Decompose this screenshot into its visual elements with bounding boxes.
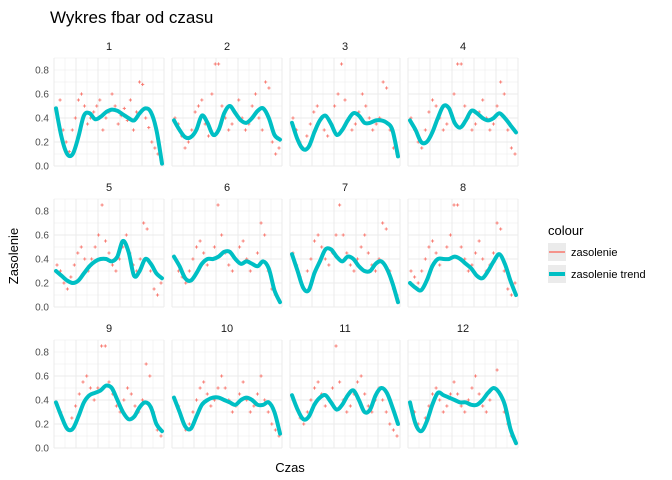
y-axis-label: Zasolenie: [6, 228, 21, 284]
y-tick-label: 0.6: [35, 90, 49, 101]
facet-panels: 1 0.0 0.2 0.4 0.6 0.8 2 3 4 5 0.0 0.2 0.4 0.6 0.8 6 7 8 9 0…: [35, 41, 519, 455]
facet-strip-label: 4: [460, 41, 466, 53]
facet-panel-3: 3: [289, 41, 401, 167]
facet-strip-label: 7: [342, 182, 348, 194]
chart-title: Wykres fbar od czasu: [50, 8, 213, 27]
trend-line: [290, 385, 400, 426]
facet-strip-label: 2: [224, 41, 230, 53]
trend-line: [172, 395, 282, 436]
facet-panel-5: 5 0.0 0.2 0.4 0.6 0.8: [35, 182, 165, 314]
y-tick-label: 0.4: [35, 255, 49, 266]
facet-strip-label: 3: [342, 41, 348, 53]
trend-line: [54, 106, 164, 166]
facet-panel-7: 7: [289, 182, 401, 308]
y-tick-label: 0.0: [35, 162, 49, 173]
trend-line: [172, 249, 282, 305]
trend-line: [54, 238, 164, 285]
facet-panel-12: 12: [407, 323, 519, 449]
trend-line: [172, 104, 282, 142]
facet-strip-label: 9: [106, 323, 112, 335]
facet-strip-label: 5: [106, 182, 112, 194]
trend-line: [54, 383, 164, 434]
facet-panel-8: 8: [407, 182, 519, 308]
y-tick-label: 0.8: [35, 348, 49, 359]
facet-panel-11: 11: [289, 323, 401, 449]
y-tick-label: 0.2: [35, 138, 49, 149]
trend-line: [290, 246, 400, 305]
y-tick-label: 0.6: [35, 372, 49, 383]
trend-line: [290, 111, 400, 159]
y-tick-label: 0.2: [35, 279, 49, 290]
legend-title: colour: [548, 223, 584, 238]
facet-strip-label: 1: [106, 41, 112, 53]
y-tick-label: 0.8: [35, 66, 49, 77]
y-tick-label: 0.0: [35, 303, 49, 314]
legend-label-zasolenie: zasolenie: [571, 247, 617, 259]
legend: colour zasolenie zasolenie trend: [548, 223, 646, 283]
facet-panel-9: 9 0.0 0.2 0.4 0.6 0.8: [35, 323, 165, 455]
facet-panel-1: 1 0.0 0.2 0.4 0.6 0.8: [35, 41, 165, 173]
y-tick-label: 0.6: [35, 231, 49, 242]
trend-line: [408, 252, 518, 297]
facet-panel-10: 10: [171, 323, 283, 449]
y-tick-label: 0.4: [35, 114, 49, 125]
y-tick-label: 0.4: [35, 396, 49, 407]
y-tick-label: 0.2: [35, 420, 49, 431]
facet-strip-label: 12: [457, 323, 469, 335]
x-axis-label: Czas: [275, 460, 305, 475]
trend-line: [408, 103, 518, 146]
y-tick-label: 0.0: [35, 444, 49, 455]
trend-line: [408, 386, 518, 446]
y-tick-label: 0.8: [35, 207, 49, 218]
facet-strip-label: 11: [339, 323, 350, 335]
facet-panel-2: 2: [171, 41, 283, 167]
facet-panel-4: 4: [407, 41, 519, 167]
facet-strip-label: 10: [221, 323, 233, 335]
facet-strip-label: 8: [460, 182, 466, 194]
legend-label-zasolenie-trend: zasolenie trend: [571, 269, 646, 281]
facet-panel-6: 6: [171, 182, 283, 308]
facet-strip-label: 6: [224, 182, 230, 194]
